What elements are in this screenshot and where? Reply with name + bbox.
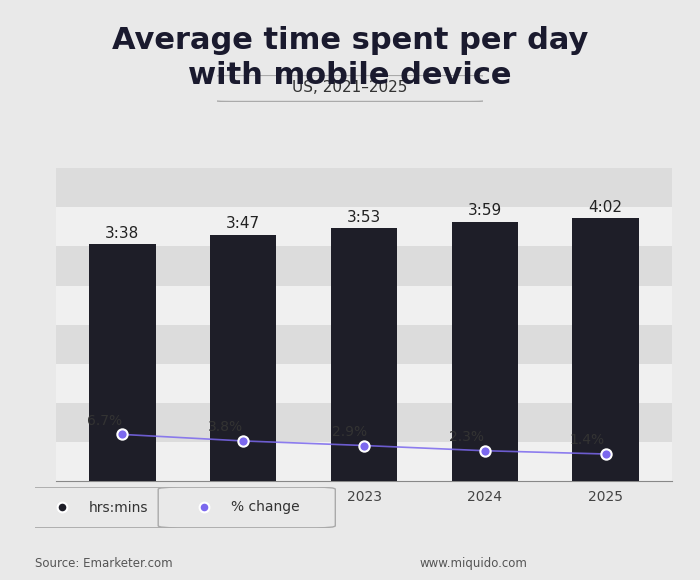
Text: 3:47: 3:47	[226, 216, 260, 231]
Text: 1.4%: 1.4%	[570, 433, 605, 448]
Bar	[56, 442, 672, 481]
Text: % change: % change	[231, 501, 300, 514]
Point	[117, 430, 128, 439]
Text: hrs:mins: hrs:mins	[89, 501, 148, 514]
Bar	[56, 364, 672, 403]
Bar	[331, 228, 397, 481]
Text: 6.7%: 6.7%	[87, 414, 122, 428]
Point	[237, 436, 248, 445]
Bar	[56, 168, 672, 207]
Text: 3:38: 3:38	[105, 226, 139, 241]
Bar	[89, 244, 155, 481]
FancyBboxPatch shape	[158, 487, 335, 528]
Text: 3:53: 3:53	[347, 210, 381, 225]
Bar	[452, 222, 518, 481]
Bar	[56, 207, 672, 246]
FancyBboxPatch shape	[209, 75, 491, 102]
Bar	[210, 234, 276, 481]
Text: 3:59: 3:59	[468, 203, 502, 218]
Text: Source: Emarketer.com: Source: Emarketer.com	[35, 557, 173, 570]
Point	[600, 450, 611, 459]
Bar	[56, 325, 672, 364]
Text: www.miquido.com: www.miquido.com	[420, 557, 528, 570]
Bar	[56, 285, 672, 325]
Text: Average time spent per day
with mobile device: Average time spent per day with mobile d…	[112, 26, 588, 90]
FancyBboxPatch shape	[15, 487, 181, 528]
Bar	[56, 246, 672, 285]
Point	[480, 446, 491, 455]
Bar	[573, 218, 639, 481]
Text: US, 2021–2025: US, 2021–2025	[293, 81, 407, 96]
Text: 4:02: 4:02	[589, 200, 622, 215]
Bar	[56, 403, 672, 442]
Text: 2.9%: 2.9%	[332, 425, 367, 439]
Point	[358, 441, 370, 450]
Text: 2.3%: 2.3%	[449, 430, 484, 444]
Text: 3.8%: 3.8%	[207, 420, 243, 434]
